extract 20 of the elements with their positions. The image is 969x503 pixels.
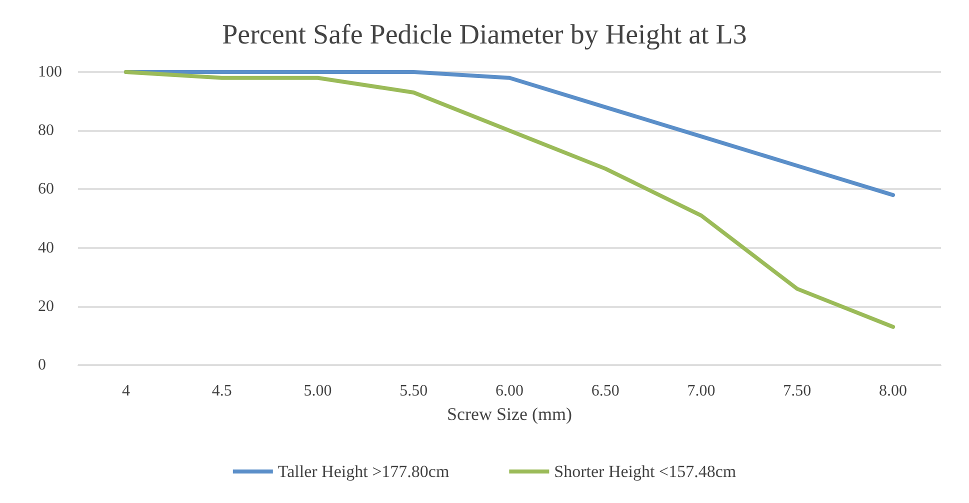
x-axis-title: Screw Size (mm) [447, 404, 572, 424]
y-tick-label: 60 [38, 180, 54, 198]
x-tick-label: 6.00 [496, 382, 524, 400]
y-tick-label: 100 [38, 64, 62, 80]
chart-title: Percent Safe Pedicle Diameter by Height at L3 [222, 20, 747, 50]
x-tick-label: 7.00 [687, 382, 716, 400]
x-tick-label: 5.00 [304, 382, 332, 400]
legend-label: Shorter Height <157.48cm [554, 462, 736, 481]
x-tick-label: 6.50 [591, 382, 620, 400]
legend-label: Taller Height >177.80cm [278, 462, 450, 481]
x-tick-label: 4 [122, 382, 130, 400]
y-tick-label: 80 [38, 122, 54, 140]
y-tick-label: 0 [38, 356, 46, 374]
x-tick-label: 5.50 [400, 382, 428, 400]
y-tick-label: 40 [38, 239, 54, 256]
x-tick-label: 7.50 [783, 382, 812, 400]
x-tick-label: 8.00 [879, 382, 908, 400]
x-tick-label: 4.5 [212, 382, 232, 400]
y-tick-label: 20 [38, 298, 54, 315]
line-series [124, 70, 896, 329]
